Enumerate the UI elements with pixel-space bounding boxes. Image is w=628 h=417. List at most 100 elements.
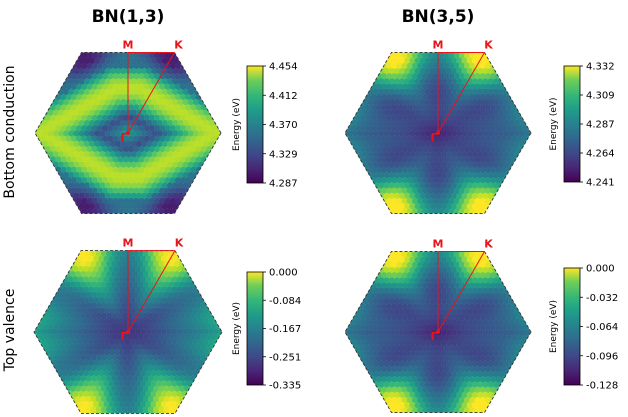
heatmap-cell bbox=[375, 208, 383, 214]
heatmap-cell bbox=[385, 324, 393, 331]
heatmap-cell bbox=[112, 187, 119, 195]
heatmap-cell bbox=[119, 390, 126, 398]
heatmap-cell bbox=[345, 350, 349, 357]
heatmap-cell bbox=[190, 114, 197, 122]
heatmap-cell bbox=[70, 125, 78, 132]
heatmap-cell bbox=[388, 119, 396, 127]
heatmap-cell bbox=[108, 401, 116, 408]
heatmap-cell bbox=[197, 359, 204, 367]
heatmap-cell bbox=[516, 42, 522, 48]
heatmap-cell bbox=[435, 192, 442, 200]
heatmap-cell bbox=[427, 282, 435, 290]
heatmap-cell bbox=[137, 385, 144, 393]
heatmap-cell bbox=[192, 182, 200, 189]
heatmap-cell bbox=[205, 156, 213, 163]
heatmap-cell bbox=[409, 151, 416, 158]
heatmap-cell bbox=[359, 197, 367, 205]
heatmap-cell bbox=[471, 308, 479, 316]
heatmap-cell bbox=[44, 145, 52, 153]
heatmap-cell bbox=[98, 380, 105, 387]
heatmap-cell bbox=[111, 302, 118, 309]
heatmap-cell bbox=[191, 328, 199, 335]
heatmap-cell bbox=[36, 235, 42, 241]
heatmap-cell bbox=[199, 302, 207, 309]
heatmap-cell bbox=[345, 73, 351, 80]
gamma-point-marker bbox=[126, 131, 130, 135]
heatmap-cell bbox=[100, 323, 108, 330]
heatmap-cell bbox=[495, 282, 502, 290]
heatmap-cell bbox=[210, 271, 217, 278]
heatmap-cell bbox=[487, 171, 494, 179]
heatmap-cell bbox=[401, 83, 409, 91]
heatmap-cell bbox=[112, 125, 119, 132]
heatmap-cell bbox=[350, 42, 356, 48]
heatmap-cell bbox=[419, 277, 427, 284]
heatmap-cell bbox=[373, 236, 379, 242]
heatmap-cell bbox=[104, 130, 112, 137]
heatmap-cell bbox=[427, 292, 435, 300]
heatmap-cell bbox=[424, 192, 432, 200]
heatmap-cell bbox=[474, 187, 481, 195]
heatmap-cell bbox=[107, 135, 114, 143]
heatmap-cell bbox=[35, 182, 39, 189]
heatmap-cell bbox=[60, 125, 67, 132]
heatmap-cell bbox=[187, 119, 195, 127]
heatmap-cell bbox=[143, 166, 151, 174]
heatmap-cell bbox=[161, 171, 169, 179]
heatmap-cell bbox=[109, 88, 117, 96]
heatmap-cell bbox=[171, 317, 178, 325]
heatmap-cell bbox=[140, 140, 148, 148]
heatmap-cell bbox=[375, 166, 383, 174]
heatmap-cell bbox=[422, 135, 429, 143]
heatmap-cell bbox=[47, 192, 54, 200]
heatmap-cell bbox=[81, 135, 88, 143]
colorbar-tick-label: -0.167 bbox=[269, 324, 301, 335]
heatmap-cell bbox=[133, 73, 140, 80]
heatmap-cell bbox=[130, 161, 138, 169]
heatmap-cell bbox=[370, 73, 377, 80]
heatmap-cell bbox=[349, 83, 357, 91]
heatmap-cell bbox=[126, 333, 134, 341]
heatmap-cell bbox=[443, 303, 450, 310]
heatmap-cell bbox=[345, 177, 351, 184]
heatmap-cell bbox=[87, 307, 95, 315]
heatmap-cell bbox=[119, 411, 126, 414]
heatmap-cell bbox=[177, 151, 184, 158]
heatmap-cell bbox=[189, 343, 196, 351]
heatmap-cell bbox=[393, 130, 401, 137]
heatmap-cell bbox=[367, 140, 375, 148]
heatmap-cell bbox=[90, 375, 98, 382]
heatmap-cell bbox=[411, 156, 419, 163]
heatmap-cell bbox=[383, 171, 390, 179]
heatmap-cell bbox=[415, 214, 421, 220]
heatmap-cell bbox=[458, 156, 466, 163]
heatmap-cell bbox=[125, 192, 132, 200]
heatmap-cell bbox=[391, 125, 398, 132]
heatmap-cell bbox=[38, 260, 46, 268]
heatmap-cell bbox=[178, 385, 186, 393]
heatmap-cell bbox=[138, 187, 145, 195]
heatmap-cell bbox=[198, 182, 205, 189]
heatmap-cell bbox=[393, 67, 401, 75]
heatmap-cell bbox=[448, 135, 455, 143]
heatmap-cell bbox=[411, 292, 419, 300]
heatmap-cell bbox=[492, 140, 500, 148]
heatmap-cell bbox=[62, 130, 70, 137]
heatmap-cell bbox=[34, 260, 40, 268]
heatmap-cell bbox=[100, 302, 108, 309]
heatmap-cell bbox=[346, 266, 354, 274]
heatmap-cell bbox=[508, 339, 515, 347]
heatmap-cell bbox=[93, 317, 100, 325]
heatmap-cell bbox=[466, 339, 474, 347]
heatmap-cell bbox=[487, 214, 493, 220]
heatmap-cell bbox=[60, 145, 67, 153]
heatmap-cell bbox=[181, 338, 189, 346]
kpoint-label-k: K bbox=[174, 38, 183, 51]
heatmap-cell bbox=[495, 145, 502, 153]
heatmap-cell bbox=[184, 323, 191, 330]
heatmap-cell bbox=[502, 99, 510, 106]
heatmap-cell bbox=[393, 308, 401, 316]
heatmap-cell bbox=[463, 344, 471, 352]
heatmap-cell bbox=[385, 62, 393, 70]
heatmap-cell bbox=[359, 145, 367, 153]
